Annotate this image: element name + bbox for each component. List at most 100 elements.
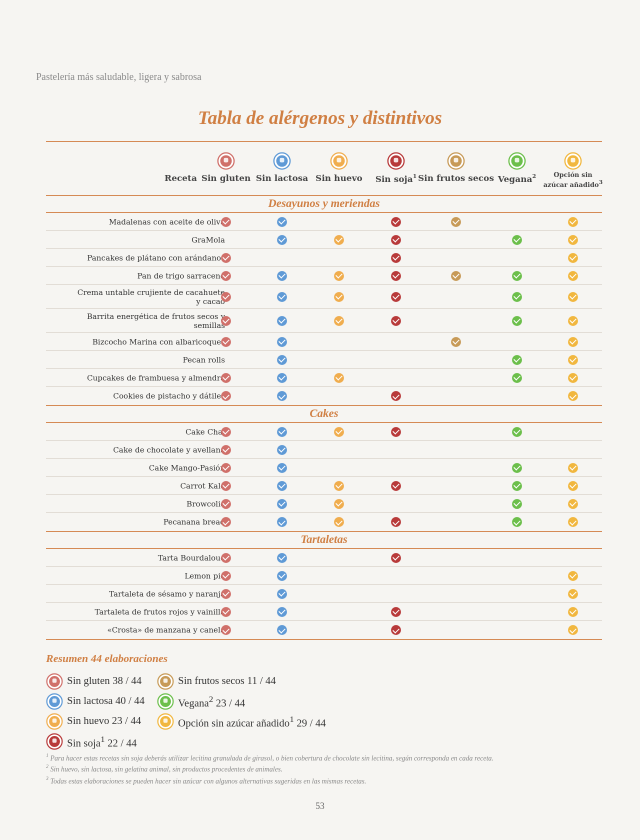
egg-free-icon [330,152,348,170]
legend-item: Sin frutos secos 11 / 44 [157,673,276,690]
legend-label: Sin gluten 38 / 44 [67,676,142,687]
legend-item: Sin huevo 23 / 44 [46,713,141,730]
legend-text: Sin frutos secos 11 / 44 [178,676,276,687]
column-label: Sin soja [375,174,413,185]
gluten-check-icon [221,391,231,401]
soja-check-icon [391,252,401,263]
soja-check-icon [391,216,401,227]
recipe-name: «Crosta» de manzana y canela [107,625,225,635]
page-title: Tabla de alérgenos y distintivos [197,108,443,129]
azucar-check-icon [568,462,578,473]
azucar-column-badge [564,152,582,174]
nut-free-icon [157,673,174,690]
gluten-check-icon [221,336,231,347]
huevo-check-icon [334,480,344,491]
huevo-check-icon [334,291,344,302]
table-row: Carrot Kale [46,477,602,495]
footnote: 1 Para hacer estas recetas sin soja debe… [46,752,606,763]
huevo-check-icon [334,234,344,245]
legend-text: Sin huevo 23 / 44 [67,716,141,727]
vegana-check-icon [512,480,522,491]
gluten-free-icon [217,152,235,170]
frutos-check-icon [451,270,461,281]
recipe-name: Browcolie [186,499,225,508]
recipe-name: Bizcocho Marina con albaricoques [92,337,225,346]
lactosa-check-icon [277,517,287,527]
gluten-check-icon [221,291,231,302]
column-label: Vegana [497,174,533,185]
soja-column-badge [387,152,405,174]
lactosa-check-icon [277,354,287,365]
table-row: Browcolie [46,495,602,513]
soja-check-icon [391,552,401,563]
azucar-column-header: Opción sin azúcar añadido3 [543,171,603,189]
no-added-sugar-icon [564,152,582,170]
recipe-name: GraMola [191,235,225,244]
table-body: Desayunos y meriendas Madalenas con aceit… [46,196,602,640]
footnote-marker: 2 [532,174,537,180]
azucar-check-icon [568,336,578,347]
soy-free-icon [387,152,405,170]
vegana-check-icon [512,270,522,281]
lactosa-check-icon [277,315,287,326]
huevo-column-header: Sin huevo [316,174,363,184]
legend-item: Sin lactosa 40 / 44 [46,693,145,710]
recipe-name: Tarta Bourdaloue [157,553,225,562]
azucar-check-icon [568,588,578,599]
azucar-check-icon [568,354,578,365]
lactosa-check-icon [277,270,287,281]
footnote-number: 1 [46,754,49,759]
footnote-text: Sin huevo, sin lactosa, sin gelatina ani… [48,765,283,774]
legend-label: Sin soja [67,738,101,750]
table-row: Tarta Bourdaloue [46,549,602,567]
table-row: Cupcakes de frambuesa y almendra [46,369,602,387]
lactosa-check-icon [277,588,287,599]
azucar-check-icon [568,270,578,281]
vegana-check-icon [512,462,522,473]
receta-column-header: Receta [164,174,198,184]
vegana-check-icon [512,372,522,383]
page-number: 53 [315,801,325,811]
table-row: Cake Mango-Pasión [46,459,602,477]
gluten-check-icon [221,625,231,635]
footnote-number: 2 [46,765,49,771]
footnote: 3 Todas estas elaboraciones se pueden ha… [46,775,606,786]
frutos-check-icon [451,336,461,347]
recipe-name: Crema untable crujiente de cacahuete y c… [77,287,225,306]
section-title: Cakes [46,406,602,423]
column-label: Sin gluten [201,174,251,184]
lactosa-check-icon [277,216,287,227]
no-added-sugar-icon [157,713,174,730]
footnote-marker: 2 [208,693,214,704]
frutos-check-icon [451,216,461,227]
vegana-check-icon [512,498,522,509]
legend-label: Opción sin azúcar añadido [178,718,290,730]
summary-title: Resumen 44 elaboraciones [46,653,168,665]
recipe-name: Pecanana bread [163,517,225,527]
legend-count: 23 / 44 [213,698,246,710]
table-row: Crema untable crujiente de cacahuete y c… [46,285,602,309]
recipe-name: Pan de trigo sarraceno [137,271,225,280]
legend-text: Sin gluten 38 / 44 [67,676,142,687]
recipe-name: Tartaleta de sésamo y naranja [109,589,225,598]
table-row: Pecan rolls [46,351,602,369]
gluten-check-icon [221,315,231,326]
table-row: Barrita energética de frutos secos y sem… [46,309,602,333]
recipe-name: Madalenas con aceite de oliva [108,217,225,226]
column-label: Opción sin azúcar añadido [543,171,599,190]
soja-check-icon [391,270,401,281]
nut-free-icon [447,152,465,170]
vegana-check-icon [512,354,522,365]
frutos-column-badge [447,152,465,174]
recipe-name: Lemon pie [184,571,225,580]
legend-item: Sin soja1 22 / 44 [46,733,137,750]
gluten-check-icon [221,570,231,581]
azucar-check-icon [568,517,578,527]
gluten-check-icon [221,606,231,617]
recipe-name: Pancakes de plátano con arándanos [87,253,225,262]
table-row: Tartaleta de frutos rojos y vainilla [46,603,602,621]
lactosa-check-icon [277,291,287,302]
legend-item: Sin gluten 38 / 44 [46,673,142,690]
azucar-check-icon [568,480,578,491]
lactosa-check-icon [277,391,287,401]
